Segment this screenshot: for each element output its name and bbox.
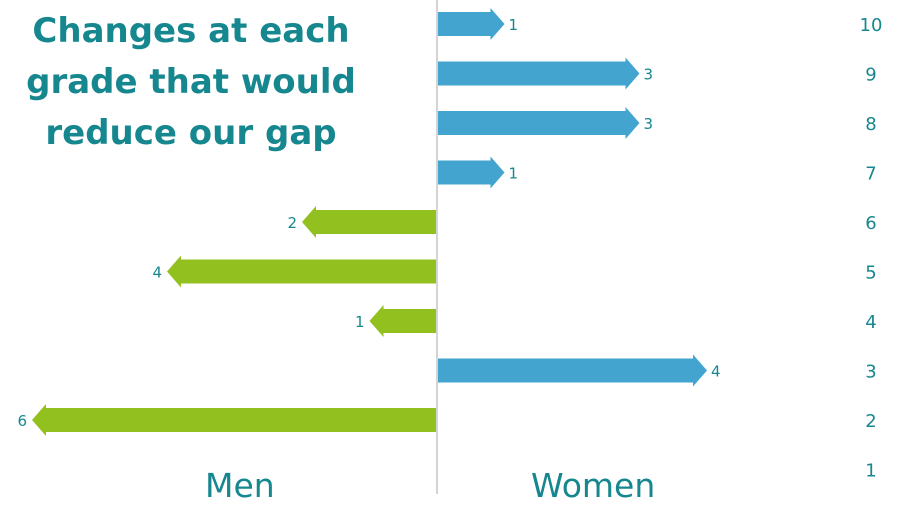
women-bar-grade-3 bbox=[438, 354, 707, 387]
women-bar-grade-8 bbox=[438, 107, 640, 139]
category-label-1: 1 bbox=[865, 461, 876, 482]
men-value-label-grade-6: 2 bbox=[287, 214, 297, 232]
chart-marks: 10 1 9 3 8 3 7 1 6 2 5 4 4 1 3 4 2 6 1 bbox=[17, 8, 882, 482]
women-value-label-grade-10: 1 bbox=[509, 16, 519, 34]
category-label-6: 6 bbox=[865, 213, 876, 234]
title-line-1: Changes at each bbox=[32, 11, 350, 51]
men-value-label-grade-2: 6 bbox=[17, 412, 27, 430]
men-bar-grade-6 bbox=[302, 206, 436, 238]
category-label-5: 5 bbox=[865, 263, 876, 284]
men-side-label: Men bbox=[205, 466, 275, 505]
category-label-4: 4 bbox=[865, 312, 876, 333]
women-bar-grade-10 bbox=[438, 8, 505, 40]
category-label-3: 3 bbox=[865, 362, 876, 383]
women-value-label-grade-9: 3 bbox=[644, 66, 654, 84]
women-bar-grade-7 bbox=[438, 156, 505, 189]
women-bar-grade-9 bbox=[438, 57, 640, 90]
category-label-2: 2 bbox=[865, 411, 876, 432]
women-value-label-grade-3: 4 bbox=[711, 363, 721, 381]
men-value-label-grade-5: 4 bbox=[152, 264, 162, 282]
women-side-label: Women bbox=[531, 466, 656, 505]
men-bar-grade-5 bbox=[167, 255, 436, 288]
men-value-label-grade-4: 1 bbox=[355, 313, 365, 331]
women-value-label-grade-8: 3 bbox=[644, 115, 654, 133]
chart-title: Changes at each grade that would reduce … bbox=[0, 6, 382, 159]
category-label-7: 7 bbox=[865, 164, 876, 185]
category-label-10: 10 bbox=[860, 15, 883, 36]
category-label-8: 8 bbox=[865, 114, 876, 135]
title-line-2: grade that would bbox=[26, 62, 356, 102]
men-bar-grade-2 bbox=[32, 404, 436, 436]
category-label-9: 9 bbox=[865, 65, 876, 86]
men-bar-grade-4 bbox=[369, 305, 436, 337]
women-value-label-grade-7: 1 bbox=[509, 165, 519, 183]
title-line-3: reduce our gap bbox=[45, 113, 337, 153]
